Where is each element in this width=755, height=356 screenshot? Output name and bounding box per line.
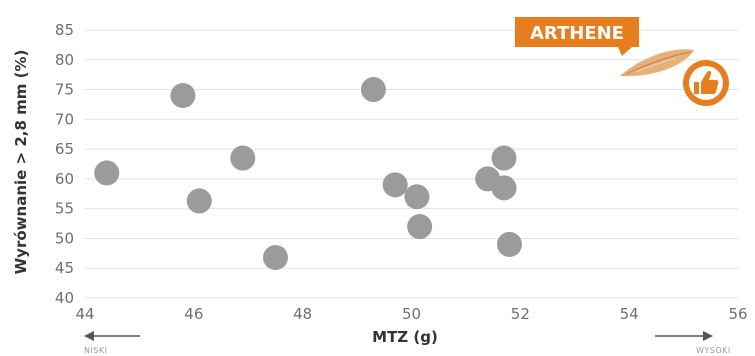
- y-tick-label: 80: [55, 51, 74, 69]
- x-high-label: WYSOKI: [696, 346, 731, 355]
- data-point: [230, 145, 256, 171]
- thumbs-up-icon: [683, 60, 729, 106]
- y-axis-label: Wyrównanie > 2,8 mm (%): [12, 50, 30, 275]
- y-tick-label: 60: [55, 170, 74, 188]
- x-axis-label: MTZ (g): [372, 328, 438, 346]
- x-low-arrow: [84, 331, 140, 341]
- data-point: [360, 77, 386, 103]
- x-tick-label: 54: [620, 305, 639, 323]
- y-tick-label: 50: [55, 229, 74, 247]
- x-tick-label: 56: [728, 305, 747, 323]
- x-tick-label: 46: [184, 305, 203, 323]
- y-tick-label: 55: [55, 200, 74, 218]
- y-tick-label: 65: [55, 140, 74, 158]
- x-tick-label: 44: [75, 305, 94, 323]
- data-point: [186, 188, 212, 214]
- data-point: [491, 175, 517, 201]
- x-low-label: NISKI: [84, 346, 108, 355]
- x-tick-labels: 44 46 48 50 52 54 56: [75, 305, 747, 323]
- highlight-callout: ARTHENE: [515, 17, 639, 56]
- grain-icon: [620, 49, 694, 77]
- y-tick-label: 85: [55, 21, 74, 39]
- y-tick-label: 70: [55, 110, 74, 128]
- callout-box: [515, 17, 639, 47]
- y-tick-labels: 40 45 50 55 60 65 70 75 80 85: [55, 21, 74, 307]
- data-point: [496, 231, 522, 257]
- y-tick-label: 45: [55, 259, 74, 277]
- x-high-arrow: [655, 331, 713, 341]
- callout-label: ARTHENE: [530, 23, 624, 44]
- x-tick-label: 50: [402, 305, 421, 323]
- x-tick-label: 48: [293, 305, 312, 323]
- data-point: [262, 245, 288, 271]
- data-point: [404, 184, 430, 210]
- data-points: [94, 77, 522, 271]
- data-point: [94, 160, 120, 186]
- callout-pointer: [618, 47, 632, 56]
- data-point: [382, 172, 408, 198]
- y-tick-label: 40: [55, 289, 74, 307]
- data-point: [170, 83, 196, 109]
- y-tick-label: 75: [55, 81, 74, 99]
- data-point: [407, 214, 433, 240]
- x-tick-label: 52: [511, 305, 530, 323]
- data-point: [491, 145, 517, 171]
